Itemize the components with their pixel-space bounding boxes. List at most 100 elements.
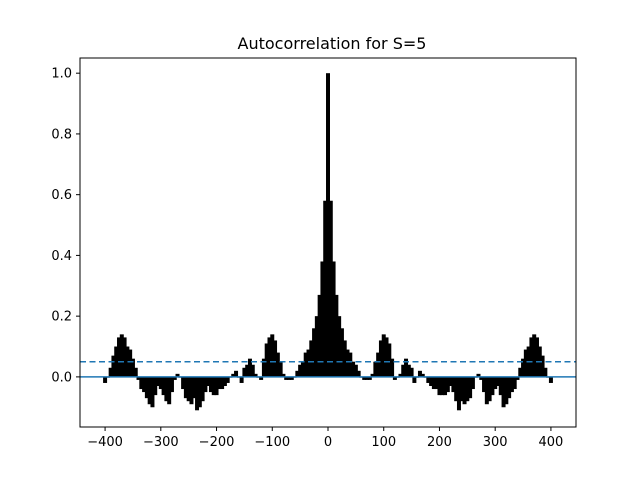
acf-bar [378,340,383,377]
acf-bar [345,349,350,377]
x-tick-label: 200 [427,435,452,450]
acf-bar [220,376,225,390]
acf-bar [225,376,230,383]
acf-bar [356,370,361,377]
acf-bar [245,364,250,377]
acf-bar [150,376,155,408]
acf-bar [412,376,417,383]
acf-bar [197,376,202,408]
acf-bar [239,376,244,383]
acf-bar [454,376,459,402]
acf-bar [495,376,500,386]
acf-bar [362,376,367,380]
acf-bar [111,355,116,377]
acf-bar [365,376,370,380]
acf-bar [490,376,495,396]
acf-bar [183,376,188,399]
acf-bar [259,376,264,380]
acf-bar [253,373,258,377]
acf-bar [445,376,450,393]
acf-bar [119,334,124,377]
acf-bar [125,346,130,377]
y-tick-label: 1.0 [51,67,72,82]
acf-bar [117,337,122,377]
acf-bar [172,376,177,380]
acf-bar [203,376,208,393]
acf-bar [535,337,539,377]
acf-bar [479,376,484,380]
x-tick-label: 400 [539,435,564,450]
acf-bar [390,358,395,377]
acf-bar [523,349,528,377]
acf-bar [543,367,548,377]
acf-bar [133,367,138,377]
acf-bar [337,316,342,377]
acf-bar [504,376,509,405]
acf-bar [468,376,473,399]
acf-bar [339,328,344,377]
acf-bar [278,361,283,377]
acf-bar [437,376,442,396]
acf-bar [367,376,372,380]
acf-bar [409,367,414,377]
y-tick-label: 0.6 [51,188,72,203]
acf-bar [231,373,236,377]
acf-bar [320,261,325,377]
acf-bar [387,343,392,377]
acf-bar [164,376,169,402]
acf-bar [217,376,222,390]
y-axis: 0.0 0.2 0.4 0.6 0.8 1.0 [51,67,80,385]
acf-bar [384,337,389,377]
acf-bar [451,376,456,393]
acf-bar [398,373,403,377]
acf-bar [440,376,445,396]
acf-bar [136,376,141,380]
acf-bar [431,376,436,390]
reference-lines [80,360,576,378]
y-tick-label: 0.2 [51,310,72,325]
bars-layer [103,73,553,411]
acf-bar [498,376,503,396]
acf-bar [289,376,294,380]
acf-bar [521,358,526,377]
acf-bar [169,376,174,393]
acf-bar [264,343,269,377]
acf-bar [298,364,303,377]
acf-bar [326,73,330,377]
acf-bar [370,373,375,377]
acf-bar [465,376,470,402]
acf-bar [281,373,286,377]
acf-bar [404,358,409,377]
acf-bar [507,376,512,399]
acf-bar [186,376,191,402]
acf-bar [103,376,108,383]
chart-title: Autocorrelation for S=5 [238,34,427,53]
acf-bar [250,364,255,377]
acf-bar [312,328,317,377]
acf-bar [381,334,386,377]
acf-bar [128,349,133,377]
acf-bar [353,364,358,377]
acf-bar [529,337,534,377]
acf-bar [167,376,172,405]
acf-bar [175,373,180,377]
acf-bar [429,376,434,386]
acf-bar [114,346,119,377]
acf-bar [306,349,311,377]
acf-bar [331,261,336,377]
acf-bar [200,376,205,402]
acf-bar [509,376,514,393]
acf-bar [501,376,506,408]
acf-bar [261,358,266,377]
acf-bar [476,373,481,377]
acf-bar [267,337,272,377]
acf-bar [158,376,163,390]
acf-bar [487,376,492,402]
x-tick-label: −200 [199,435,235,450]
acf-bar [147,376,152,405]
acf-bar [300,361,305,377]
acf-bar [295,370,300,377]
acf-bar [242,367,247,377]
